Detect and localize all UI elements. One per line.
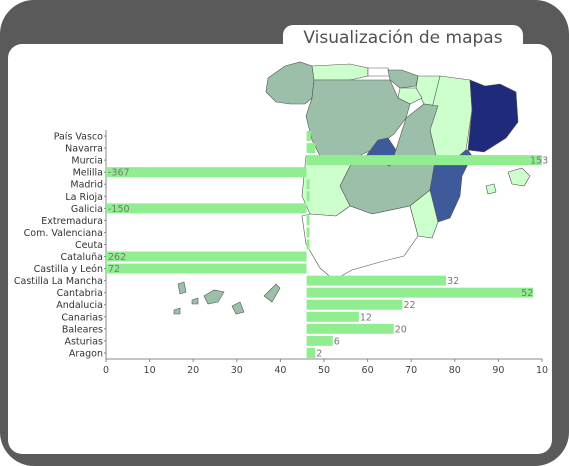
value-label: 2 xyxy=(316,348,322,359)
value-label: 20 xyxy=(395,324,407,335)
category-label: Andalucia xyxy=(56,300,103,311)
map-region-galicia[interactable] xyxy=(265,61,315,105)
value-label: 262 xyxy=(108,252,126,263)
map-region-la-rioja[interactable] xyxy=(397,87,423,105)
value-label: 153 xyxy=(530,156,548,167)
bar[interactable] xyxy=(306,323,394,334)
category-label: Melilla xyxy=(73,168,103,179)
value-label: 12 xyxy=(360,312,372,323)
category-label: Murcia xyxy=(71,156,103,167)
map-region-cataluna[interactable] xyxy=(467,79,519,153)
category-label: Ceuta xyxy=(75,240,103,251)
x-tick-label: 10 xyxy=(536,365,548,376)
map-region-cantabria[interactable] xyxy=(367,67,391,77)
category-label: Canarias xyxy=(61,312,103,323)
bar-series xyxy=(106,131,542,358)
page-title: Visualización de mapas xyxy=(303,28,503,48)
value-label: -367 xyxy=(108,168,130,179)
map-region-canarias-3[interactable] xyxy=(231,301,245,315)
category-label: Baleares xyxy=(62,324,103,335)
x-tick-label: 10 xyxy=(144,365,156,376)
x-tick-label: 20 xyxy=(187,365,199,376)
map-region-castilla-y-leon[interactable] xyxy=(305,79,411,159)
x-tick-label: 70 xyxy=(405,365,417,376)
x-tick-label: 60 xyxy=(362,365,374,376)
value-label: 32 xyxy=(447,276,459,287)
category-label: Madrid xyxy=(70,180,103,191)
x-tick-label: 80 xyxy=(449,365,461,376)
map-region-canarias-2[interactable] xyxy=(203,289,225,305)
bar[interactable] xyxy=(306,227,310,238)
bar[interactable] xyxy=(106,167,307,178)
category-label: Galicia xyxy=(71,204,103,215)
bar[interactable] xyxy=(306,191,310,202)
map-region-asturias[interactable] xyxy=(311,63,369,81)
bar[interactable] xyxy=(306,347,316,358)
category-label: Extremadura xyxy=(41,216,103,227)
bar[interactable] xyxy=(306,287,534,298)
x-tick-label: 40 xyxy=(274,365,286,376)
x-tick-label: 50 xyxy=(318,365,330,376)
bar[interactable] xyxy=(306,131,311,142)
value-label: 52 xyxy=(521,288,533,299)
map-region-canarias-5[interactable] xyxy=(191,297,199,305)
x-tick-label: 30 xyxy=(231,365,243,376)
x-tick-labels: 0 10 20 30 40 50 60 70 80 90 10 xyxy=(103,365,548,376)
bar[interactable] xyxy=(306,335,333,346)
bar[interactable] xyxy=(306,299,403,310)
spain-map xyxy=(173,61,531,315)
category-label: Com. Valenciana xyxy=(24,228,103,239)
category-label: Cataluña xyxy=(60,252,103,263)
value-label: 22 xyxy=(403,300,415,311)
map-region-canarias-1[interactable] xyxy=(177,281,187,295)
bar[interactable] xyxy=(106,203,307,214)
x-tick-label: 90 xyxy=(492,365,504,376)
bar[interactable] xyxy=(306,311,359,322)
category-label: País Vasco xyxy=(54,132,103,143)
map-region-baleares[interactable] xyxy=(507,167,531,187)
value-label: 72 xyxy=(108,264,120,275)
map-region-com-valenciana[interactable] xyxy=(429,149,473,223)
x-tick-label: 0 xyxy=(103,365,109,376)
bar[interactable] xyxy=(306,179,310,190)
category-label: La Rioja xyxy=(65,192,103,203)
bar[interactable] xyxy=(306,155,542,166)
value-label: -150 xyxy=(108,204,130,215)
map-region-baleares-2[interactable] xyxy=(485,183,497,195)
bar[interactable] xyxy=(106,263,307,274)
bar[interactable] xyxy=(306,239,310,250)
value-label: 6 xyxy=(334,336,340,347)
category-label: Aragon xyxy=(69,348,103,359)
bar[interactable] xyxy=(106,251,307,262)
bar[interactable] xyxy=(306,143,316,154)
category-label: Cantabria xyxy=(57,288,103,299)
category-label: Asturias xyxy=(64,336,103,347)
map-region-canarias-4[interactable] xyxy=(263,283,281,303)
bar[interactable] xyxy=(306,215,310,226)
map-region-canarias-6[interactable] xyxy=(173,307,181,315)
map-region-andalucia[interactable] xyxy=(301,205,419,281)
category-label: Navarra xyxy=(65,144,103,155)
category-label: Castilla La Mancha xyxy=(14,276,103,287)
category-label: Castilla y León xyxy=(34,264,103,275)
bar[interactable] xyxy=(306,275,447,286)
